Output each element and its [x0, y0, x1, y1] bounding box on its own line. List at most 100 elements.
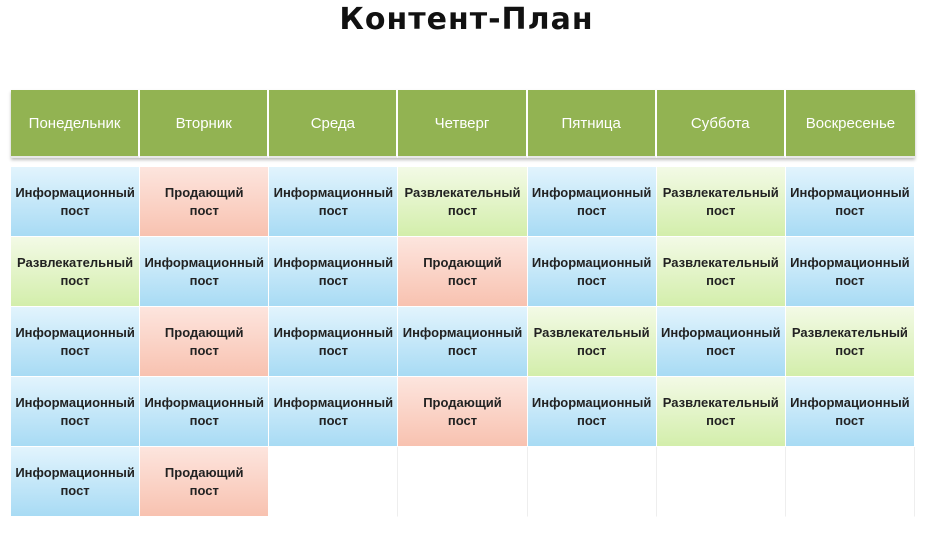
cell-text: Информационный	[531, 394, 652, 410]
header-cell-day: Среда	[269, 90, 399, 158]
cell-text: пост	[835, 412, 865, 428]
cell-text: Развлекательный	[791, 324, 908, 340]
cell-sell-post: Продающий пост	[398, 377, 528, 447]
content-plan-table: Понедельник Вторник Среда Четверг Пятница Суб…	[11, 90, 915, 517]
page-title: Контент-План	[339, 2, 594, 37]
cell-text: Информационный	[661, 324, 781, 340]
cell-text: Информационный	[273, 324, 394, 340]
cell-info-post: Информационный пост	[269, 237, 399, 307]
cell-fun-post: Развлекательный пост	[398, 167, 528, 237]
cell-info-post: Информационный пост	[785, 167, 915, 237]
cell-text: пост	[706, 342, 736, 358]
empty-cell	[269, 447, 399, 517]
cell-text: пост	[447, 342, 478, 358]
cell-text: пост	[835, 202, 865, 218]
cell-info-post: Информационный пост	[269, 307, 399, 377]
cell-text: пост	[835, 272, 865, 288]
cell-info-post: Информационный пост	[785, 237, 915, 307]
cell-info-post: Информационный пост	[527, 377, 657, 447]
cell-info-post: Информационный пост	[269, 377, 399, 447]
cell-text: Информационный	[144, 254, 264, 270]
cell-info-post: Информационный пост	[527, 237, 657, 307]
cell-sell-post: Продающий пост	[140, 167, 270, 237]
cell-text: Развлекательный	[17, 254, 134, 270]
cell-info-post: Информационный пост	[11, 167, 141, 237]
cell-text: Информационный	[790, 254, 910, 270]
cell-text: пост	[60, 342, 90, 358]
cell-text: Информационный	[15, 184, 135, 200]
cell-fun-post: Развлекательный пост	[656, 237, 786, 307]
cell-text: пост	[189, 202, 219, 218]
cell-text: Информационный	[402, 324, 523, 340]
cell-text: пост	[577, 342, 607, 358]
cell-text: Информационный	[790, 394, 910, 410]
cell-fun-post: Развлекательный пост	[656, 377, 786, 447]
header-cell-day: Пятница	[527, 90, 657, 158]
cell-text: Развлекательный	[662, 394, 779, 410]
cell-text: пост	[189, 412, 219, 428]
cell-text: Продающий	[164, 464, 244, 480]
cell-info-post: Информационный пост	[140, 377, 270, 447]
empty-cell	[656, 447, 786, 517]
header-cell-day: Суббота	[656, 90, 786, 158]
cell-fun-post: Развлекательный пост	[527, 307, 657, 377]
cell-text: Продающий	[423, 254, 502, 270]
cell-text: пост	[706, 412, 736, 428]
cell-fun-post: Развлекательный пост	[656, 167, 786, 237]
cell-text: пост	[318, 412, 348, 428]
empty-cell	[398, 447, 528, 517]
cell-text: Информационный	[15, 394, 135, 410]
cell-text: Информационный	[273, 394, 394, 410]
cell-text: Развлекательный	[662, 184, 779, 200]
cell-text: Информационный	[144, 394, 264, 410]
cell-text: пост	[60, 412, 90, 428]
cell-info-post: Информационный пост	[527, 167, 657, 237]
cell-text: Продающий	[164, 184, 244, 200]
cell-text: пост	[318, 202, 348, 218]
cell-text: Информационный	[273, 254, 394, 270]
cell-text: пост	[447, 272, 478, 288]
cell-text: пост	[577, 202, 607, 218]
cell-text: Информационный	[790, 184, 910, 200]
cell-text: пост	[577, 272, 607, 288]
cell-text: пост	[189, 342, 219, 358]
cell-text: пост	[447, 202, 478, 218]
empty-cell	[785, 447, 915, 517]
cell-text: пост	[706, 202, 736, 218]
cell-info-post: Информационный пост	[398, 307, 528, 377]
empty-cell	[527, 447, 657, 517]
cell-info-post: Информационный пост	[140, 237, 270, 307]
cell-text: Информационный	[531, 254, 652, 270]
table-body: Информационный пост Продающий пост Информаци…	[11, 167, 915, 517]
cell-info-post: Информационный пост	[785, 377, 915, 447]
cell-text: пост	[60, 482, 90, 498]
header-cell-day: Понедельник	[11, 90, 141, 158]
cell-sell-post: Продающий пост	[140, 447, 270, 517]
cell-text: пост	[318, 342, 348, 358]
cell-text: Развлекательный	[404, 184, 521, 200]
cell-info-post: Информационный пост	[656, 307, 786, 377]
cell-text: пост	[189, 272, 219, 288]
cell-text: Информационный	[15, 324, 135, 340]
cell-text: Информационный	[273, 184, 394, 200]
cell-text: пост	[318, 272, 348, 288]
cell-info-post: Информационный пост	[11, 447, 141, 517]
cell-info-post: Информационный пост	[11, 377, 141, 447]
cell-text: пост	[189, 482, 219, 498]
cell-text: Развлекательный	[533, 324, 650, 340]
cell-text: пост	[706, 272, 736, 288]
cell-sell-post: Продающий пост	[398, 237, 528, 307]
cell-text: пост	[60, 202, 90, 218]
header-cell-day: Вторник	[140, 90, 270, 158]
cell-text: Информационный	[531, 184, 652, 200]
header-cell-day: Четверг	[398, 90, 528, 158]
cell-info-post: Информационный пост	[11, 307, 141, 377]
cell-text: Продающий	[164, 324, 244, 340]
cell-info-post: Информационный пост	[269, 167, 399, 237]
cell-text: пост	[577, 412, 607, 428]
cell-text: пост	[835, 342, 865, 358]
cell-text: пост	[447, 412, 478, 428]
cell-text: Развлекательный	[662, 254, 779, 270]
cell-fun-post: Развлекательный пост	[11, 237, 141, 307]
header-cell-day: Воскресенье	[785, 90, 915, 158]
